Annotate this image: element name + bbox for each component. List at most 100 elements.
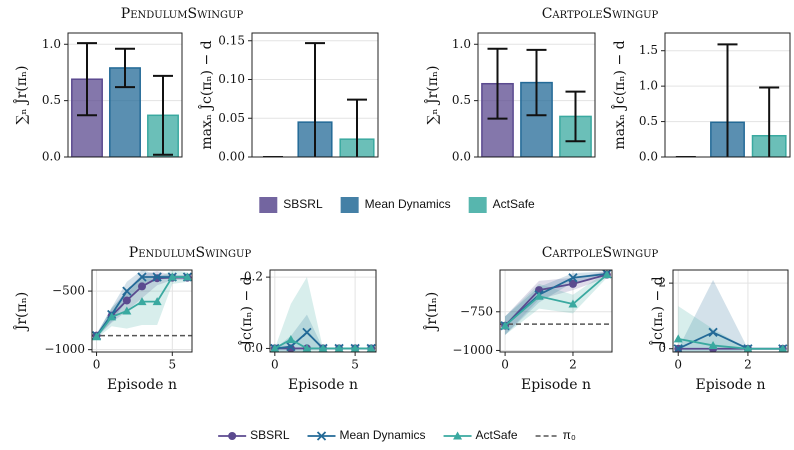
marker (182, 272, 192, 281)
y-tick-label: 1.5 (639, 43, 658, 57)
marker (534, 291, 544, 300)
y-tick-label: 1.0 (452, 37, 471, 51)
marker (602, 270, 612, 279)
marker (152, 297, 162, 306)
plot-area (270, 270, 376, 352)
error-bar (717, 43, 738, 157)
error-bar (77, 42, 97, 117)
marker (350, 343, 360, 352)
error-bar (759, 86, 780, 157)
error-bar (347, 98, 367, 157)
legend-label: Mean Dynamics (340, 428, 426, 442)
marker (568, 273, 578, 283)
x-tick-label: 0 (674, 358, 682, 372)
y-axis-label: ∑ₙ Ĵr(πₙ) (423, 66, 441, 125)
legend-swatch (259, 197, 278, 213)
plot-area (68, 42, 182, 157)
chart-title: PendulumSwingup (129, 245, 252, 261)
line (504, 273, 608, 327)
y-axis-label: Ĵr(πₙ) (422, 292, 440, 333)
marker (500, 321, 510, 330)
y-tick-label: 0.0 (42, 150, 61, 164)
band (505, 271, 607, 335)
marker (122, 296, 131, 305)
y-tick-label: −500 (52, 284, 85, 298)
y-axis-label: ∑ₙ Ĵr(πₙ) (12, 66, 30, 125)
y-tick-label: 0.05 (218, 111, 245, 125)
marker (270, 343, 280, 352)
error-bar (305, 42, 325, 157)
chart-title: CartpoleSwingup (542, 245, 659, 261)
y-tick-label: 1.0 (42, 37, 61, 51)
x-tick-label: 5 (168, 358, 176, 372)
error-bar (565, 90, 586, 143)
axes-frame (269, 269, 377, 353)
y-axis-label: maxₙ Ĵc(πₙ) − d (610, 40, 628, 149)
y-tick-label: 0.5 (42, 93, 61, 107)
marker (122, 306, 132, 315)
plot-area (252, 40, 378, 157)
marker (673, 344, 683, 352)
legend-marker (316, 431, 327, 441)
marker (107, 312, 117, 321)
band (678, 279, 783, 352)
legend-marker (228, 432, 237, 440)
y-tick-label: 0 (658, 341, 666, 355)
x-tick-label: 2 (569, 358, 577, 372)
error-bar (115, 47, 135, 89)
marker (568, 279, 577, 288)
legend-swatch (468, 197, 487, 213)
plot-area (92, 270, 192, 352)
marker (568, 299, 578, 308)
x-tick-label: 0 (271, 358, 279, 372)
band (678, 306, 783, 352)
marker (286, 335, 296, 344)
x-tick-label: 0 (501, 358, 509, 372)
error-bar (153, 74, 173, 156)
error-bar (526, 48, 547, 117)
x-axis-label: Episode n (288, 377, 358, 393)
x-axis-label: Episode n (521, 377, 591, 393)
marker (673, 334, 683, 343)
y-tick-label: 0.0 (639, 150, 658, 164)
y-tick-label: 0.0 (244, 341, 263, 355)
y-tick-label: 1.0 (639, 79, 658, 93)
legend-label: π₀ (563, 428, 576, 442)
legend-label: Mean Dynamics (365, 197, 451, 211)
legend-label: SBSRL (250, 428, 290, 442)
marker (167, 272, 177, 281)
plot-area (478, 43, 595, 157)
chart-title: PendulumSwingup (121, 6, 244, 22)
legend: SBSRL Mean Dynamics ActSafe π₀ (218, 428, 576, 442)
error-bar (487, 47, 508, 120)
y-axis-label: Ĵc(πₙ) − d (648, 276, 666, 347)
band (274, 277, 372, 352)
axes-frame (664, 32, 791, 158)
legend: SBSRL Mean Dynamics ActSafe (259, 197, 535, 213)
x-axis-label: Episode n (696, 377, 766, 393)
marker (708, 340, 718, 349)
marker (318, 343, 328, 352)
axes-frame (672, 269, 789, 353)
y-tick-label: −1000 (44, 342, 85, 356)
plot-area (673, 270, 788, 352)
marker (92, 332, 102, 341)
y-axis-label: Ĵr(πₙ) (12, 292, 30, 333)
marker (366, 343, 376, 352)
marker (302, 327, 312, 338)
axes-frame (251, 32, 379, 158)
y-tick-label: 2 (658, 276, 666, 290)
legend-label: SBSRL (283, 197, 323, 211)
y-axis-label: Ĵc(πₙ) − d (237, 276, 255, 347)
marker (137, 297, 147, 306)
y-axis-label: maxₙ Ĵc(πₙ) − d (197, 40, 215, 149)
marker (152, 272, 162, 282)
y-tick-label: 0.15 (218, 33, 245, 47)
y-tick-label: −1000 (452, 343, 493, 357)
y-tick-label: 0.0 (452, 150, 471, 164)
y-tick-label: 0.5 (452, 93, 471, 107)
y-tick-label: 0.2 (244, 270, 263, 284)
axes-frame (477, 32, 596, 158)
